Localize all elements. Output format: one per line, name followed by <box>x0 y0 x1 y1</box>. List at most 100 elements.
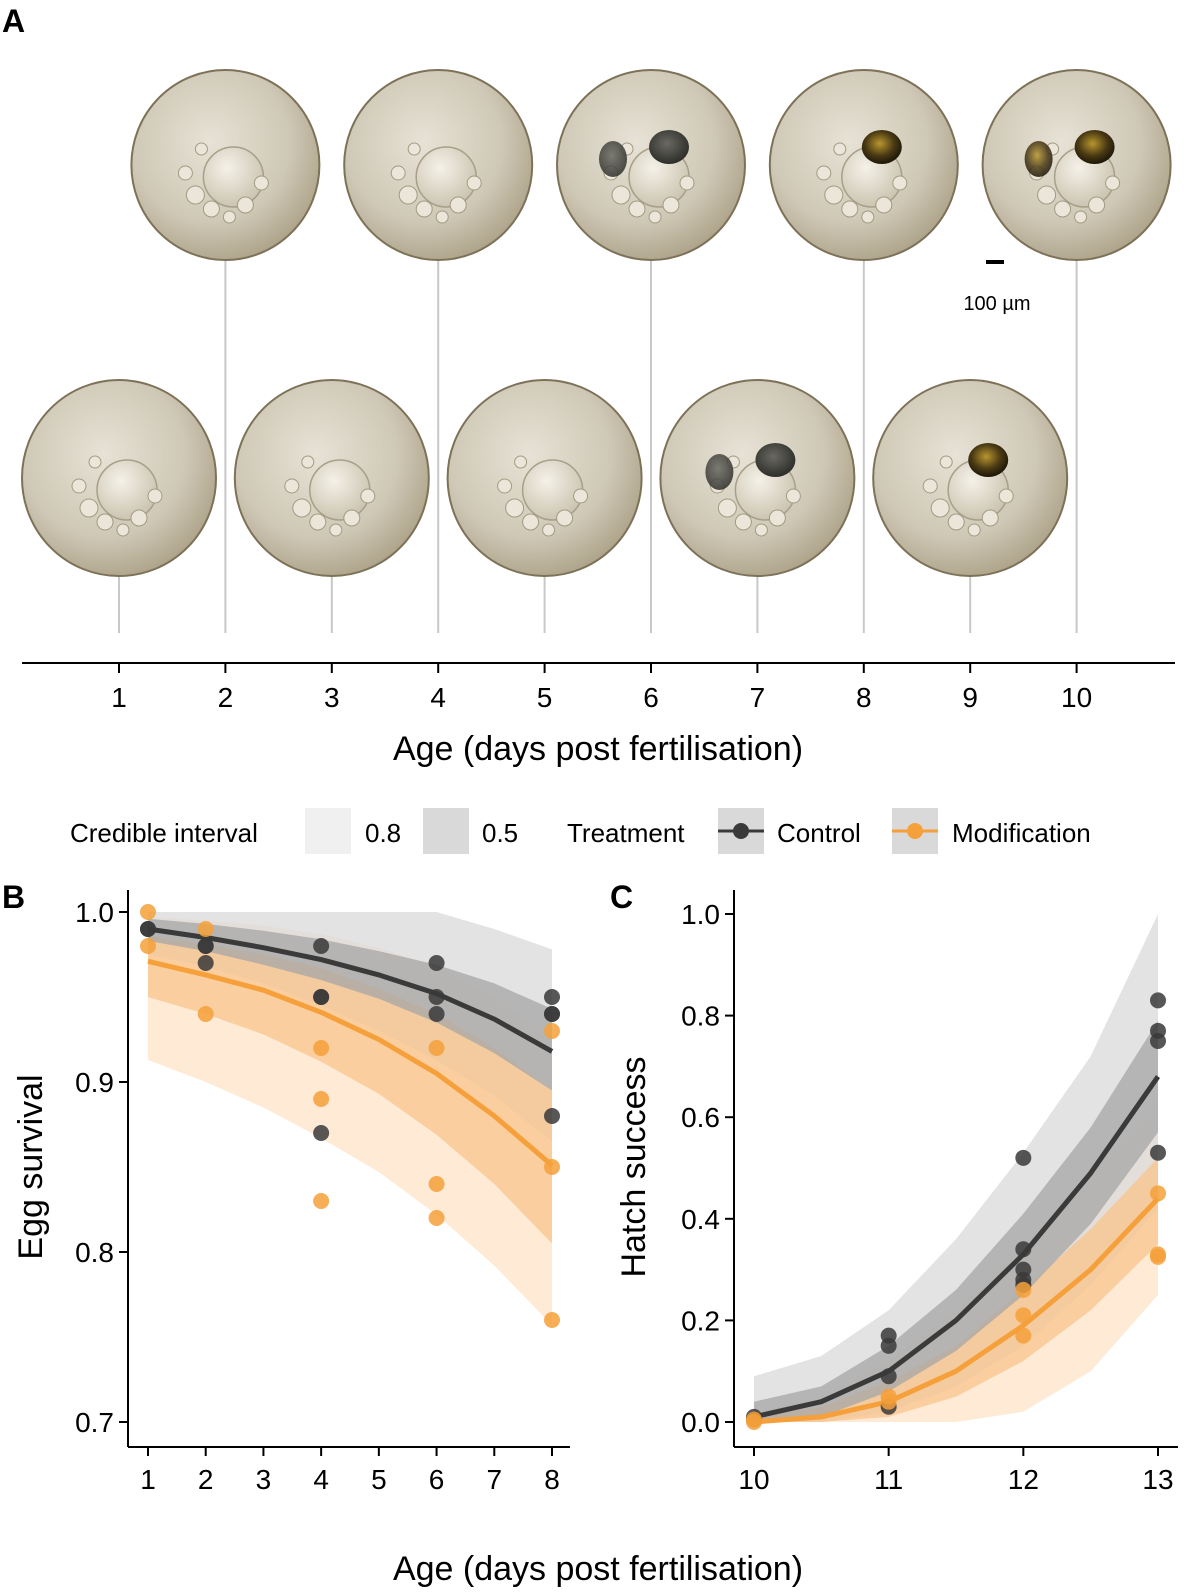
egg-development-images <box>21 69 1172 633</box>
modification-ci80-band <box>754 1107 1158 1422</box>
oil-droplet <box>611 185 631 205</box>
modification-data-point <box>428 1176 445 1192</box>
oil-droplet <box>1088 196 1106 214</box>
panel-label-c: C <box>610 879 633 915</box>
modification-data-point <box>313 1193 330 1209</box>
oil-droplet <box>329 523 343 537</box>
oil-droplet <box>628 200 646 218</box>
control-data-point <box>544 989 560 1005</box>
control-data-point <box>140 921 156 937</box>
modification-data-point <box>1015 1307 1032 1324</box>
modification-data-point <box>1015 1281 1032 1298</box>
hatch-success-chart: 0.0 0.2 0.4 0.6 0.8 1.0 10 11 12 13 <box>681 890 1178 1495</box>
oil-droplet <box>116 523 130 537</box>
oil-droplet <box>466 175 482 191</box>
x-tick-label: 4 <box>313 1464 329 1495</box>
y-tick-label: 1.0 <box>75 897 114 928</box>
control-data-point <box>313 1125 330 1141</box>
embryo-eye <box>1074 130 1115 164</box>
modification-data-point <box>313 1040 330 1056</box>
embryo-eye <box>599 141 627 177</box>
oil-droplet <box>542 523 556 537</box>
modification-ci50-band <box>148 935 552 1244</box>
oil-droplet <box>1037 185 1057 205</box>
control-fit-line <box>147 926 554 1054</box>
oil-droplet <box>998 488 1014 504</box>
y-tick-label: 0.0 <box>681 1407 720 1438</box>
oil-droplet <box>88 455 102 469</box>
oil-droplet <box>236 196 254 214</box>
y-tick-label: 0.9 <box>75 1067 114 1098</box>
x-tick-label: 2 <box>198 1464 214 1495</box>
oil-droplet <box>892 175 908 191</box>
egg-image <box>343 69 534 633</box>
x-tick-label: 5 <box>371 1464 387 1495</box>
modification-data-point <box>313 1091 330 1107</box>
control-data-point <box>1015 1241 1032 1258</box>
panel-label-a: A <box>2 3 25 39</box>
legend-control-label: Control <box>777 818 861 848</box>
shared-xlabel: Age (days post fertilisation) <box>393 1550 803 1588</box>
oil-droplet <box>939 455 953 469</box>
x-tick-label: 12 <box>1008 1464 1039 1495</box>
modification-data-point <box>140 904 156 920</box>
oil-droplet <box>573 488 589 504</box>
y-tick-label: 0.8 <box>681 1001 720 1032</box>
panel-label-b: B <box>2 879 25 915</box>
legend-ci-title: Credible interval <box>70 818 258 848</box>
timeline-xlabel: Age (days post fertilisation) <box>393 730 803 768</box>
control-data-point <box>197 955 214 971</box>
oil-droplet <box>833 142 847 156</box>
timeline-tick-label: 7 <box>750 682 766 713</box>
oil-droplet <box>556 509 574 527</box>
oil-droplet <box>754 523 768 537</box>
oil-droplet <box>648 210 662 224</box>
control-data-point <box>313 989 330 1005</box>
y-tick-label: 0.8 <box>75 1237 114 1268</box>
timeline-tick-label: 9 <box>962 682 978 713</box>
oil-droplet <box>768 509 786 527</box>
oil-droplet <box>679 175 695 191</box>
oil-droplet <box>875 196 893 214</box>
x-tick-label: 6 <box>429 1464 445 1495</box>
oil-droplet <box>1054 200 1072 218</box>
egg-image <box>768 69 959 633</box>
egg-image <box>21 379 217 633</box>
x-tick-label: 3 <box>256 1464 272 1495</box>
control-data-point <box>880 1368 897 1385</box>
modification-data-point <box>746 1411 762 1428</box>
modification-data-point <box>880 1393 897 1410</box>
legend-ci80-label: 0.8 <box>365 818 401 848</box>
oil-droplet <box>185 185 205 205</box>
y-tick-label: 0.6 <box>681 1102 720 1133</box>
oil-droplet <box>130 509 148 527</box>
oil-droplet <box>79 498 99 518</box>
legend-modification-label: Modification <box>952 818 1091 848</box>
embryo-eye <box>861 130 902 164</box>
modification-fit-line <box>147 958 554 1168</box>
oil-droplet <box>981 509 999 527</box>
control-data-point <box>197 938 214 954</box>
control-data-point <box>1150 1033 1166 1049</box>
oil-droplet <box>301 455 315 469</box>
oil-droplet <box>841 200 859 218</box>
egg-image <box>981 69 1172 633</box>
oil-droplet <box>253 175 269 191</box>
legend-ci50-key <box>423 808 469 854</box>
timeline-tick-label: 8 <box>856 682 872 713</box>
embryo-eye <box>755 443 796 477</box>
control-data-point <box>1015 1149 1032 1166</box>
egg-image <box>130 69 321 633</box>
modification-data-point <box>544 1023 560 1039</box>
legend-treatment-title: Treatment <box>567 818 685 848</box>
oil-droplet <box>734 513 752 531</box>
embryo-eye <box>1024 141 1053 177</box>
control-data-point <box>428 989 445 1005</box>
x-tick-label: 8 <box>544 1464 560 1495</box>
legend: Credible interval 0.8 0.5 Treatment Cont… <box>70 808 1091 854</box>
modification-data-point <box>1150 1185 1166 1202</box>
oil-droplet <box>785 488 801 504</box>
modification-data-point <box>140 938 156 954</box>
control-data-point <box>313 938 330 954</box>
